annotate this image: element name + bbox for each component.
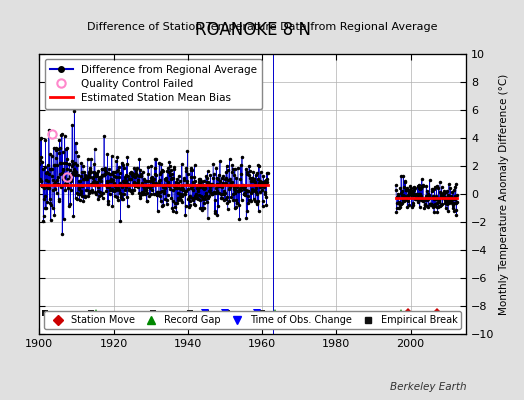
Title: ROANOKE 8 N: ROANOKE 8 N xyxy=(195,20,311,38)
Legend: Station Move, Record Gap, Time of Obs. Change, Empirical Break: Station Move, Record Gap, Time of Obs. C… xyxy=(45,311,461,329)
Y-axis label: Monthly Temperature Anomaly Difference (°C): Monthly Temperature Anomaly Difference (… xyxy=(499,73,509,315)
Text: Difference of Station Temperature Data from Regional Average: Difference of Station Temperature Data f… xyxy=(87,22,437,32)
Text: Berkeley Earth: Berkeley Earth xyxy=(390,382,466,392)
